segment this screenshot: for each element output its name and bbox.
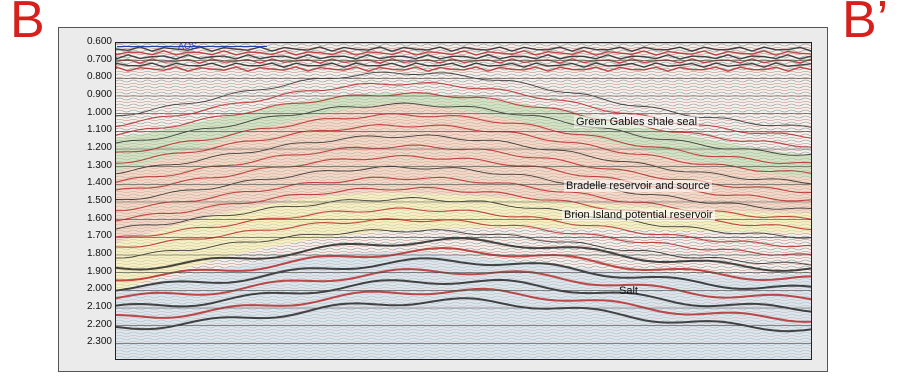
label-green-gables-shale-seal: Green Gables shale seal xyxy=(574,116,700,128)
time-tick-label: 1.100 xyxy=(86,124,112,136)
time-tick-label: 2.000 xyxy=(86,283,112,295)
time-tick-label: 1.800 xyxy=(86,248,112,259)
shallow-reflector xyxy=(116,54,811,60)
time-tick-label: 0.700 xyxy=(86,53,112,65)
reservoir-zone xyxy=(116,103,811,243)
salt-reflector xyxy=(116,268,811,301)
salt-reflector xyxy=(116,246,811,282)
shallow-reflector xyxy=(116,62,811,68)
section-label-b: B xyxy=(10,0,45,49)
time-tick-label: 0.900 xyxy=(86,89,112,100)
time-axis: 0.600 0.700 0.800 0.900 1.000 1.100 1.200 1.300… xyxy=(62,37,115,360)
label-salt: Salt xyxy=(619,285,638,297)
label-bradelle-reservoir-and-source: Bradelle reservoir and source xyxy=(564,180,712,192)
time-tick-label: 1.000 xyxy=(86,106,112,118)
time-tick-label: 1.600 xyxy=(86,212,112,224)
salt-reflector xyxy=(116,237,811,272)
time-tick-label: 1.500 xyxy=(86,195,112,206)
salt-zone xyxy=(116,251,811,359)
time-tick-label: 1.300 xyxy=(86,159,112,171)
structural-reflector xyxy=(116,102,811,156)
time-tick-label: 2.100 xyxy=(86,301,112,312)
structural-reflector xyxy=(116,134,811,185)
shallow-reflector xyxy=(116,46,811,52)
salt-reflector xyxy=(116,297,811,333)
time-tick-label: 2.300 xyxy=(86,336,112,348)
structural-reflector xyxy=(116,113,811,165)
shale-seal-zone xyxy=(116,93,811,178)
salt-reflector xyxy=(116,257,811,292)
salt-reflector xyxy=(116,278,811,313)
time-tick-label: 0.800 xyxy=(86,71,112,83)
time-tick-label: 1.200 xyxy=(86,142,112,153)
time-tick-label: 1.400 xyxy=(86,177,112,189)
structural-reflector xyxy=(116,124,811,174)
seismic-section xyxy=(115,42,812,360)
shallow-reflector xyxy=(116,66,811,72)
shallow-reflector xyxy=(116,50,811,56)
structural-reflector xyxy=(116,218,811,256)
aos-label: AOS xyxy=(178,41,198,51)
structural-reflector xyxy=(116,92,811,148)
time-tick-label: 1.700 xyxy=(86,230,112,242)
structural-reflector xyxy=(116,207,811,248)
section-label-b-prime: B’ xyxy=(842,0,889,49)
structural-reflector xyxy=(116,197,811,239)
structural-reflector xyxy=(116,229,811,266)
label-brion-island-potential-reservoir: Brion Island potential reservoir xyxy=(562,209,715,221)
time-tick-label: 0.600 xyxy=(86,36,112,47)
time-tick-label: 2.200 xyxy=(86,318,112,330)
time-tick-label: 1.900 xyxy=(86,265,112,277)
aos-line xyxy=(117,46,267,47)
